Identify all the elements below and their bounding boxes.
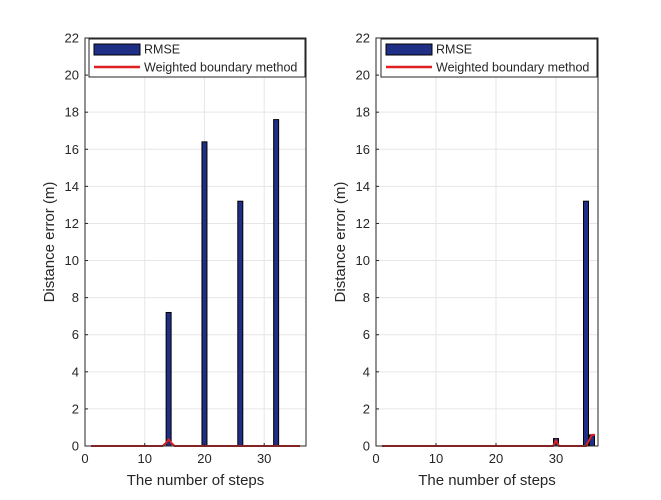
y-tick-label: 14 xyxy=(65,179,79,194)
x-tick-label: 20 xyxy=(197,451,211,466)
y-tick-label: 16 xyxy=(65,142,79,157)
y-tick-label: 22 xyxy=(65,31,79,46)
chart-panel-2: 0 2 4 6 8 10 12 14 16 18 20 22 0 10 20 30 The number of … xyxy=(332,31,599,489)
axes-box xyxy=(375,37,599,447)
y-tick-label: 20 xyxy=(65,68,79,83)
y-tick-label: 6 xyxy=(363,327,370,342)
y-tick-label: 6 xyxy=(72,327,79,342)
y-tick-label: 18 xyxy=(356,105,370,120)
bar-rmse-26 xyxy=(237,200,244,447)
x-tick-label: 0 xyxy=(372,451,379,466)
legend-swatch-rmse xyxy=(385,43,433,56)
y-tick-label: 22 xyxy=(356,31,370,46)
y-tick-label: 20 xyxy=(356,68,370,83)
legend-entry-label: RMSE xyxy=(436,43,472,57)
legend-entry-label: Weighted boundary method xyxy=(436,61,589,75)
x-tick-label: 20 xyxy=(489,451,503,466)
chart-panel-1: 0 2 4 6 8 10 12 14 16 18 20 22 0 10 20 30 The number of … xyxy=(41,31,307,489)
bar-rmse-20 xyxy=(201,141,208,447)
y-axis-label: Distance error (m) xyxy=(332,182,349,303)
x-tick-label: 30 xyxy=(257,451,271,466)
y-tick-label: 4 xyxy=(72,364,79,379)
x-axis-label: The number of steps xyxy=(418,472,556,489)
x-tick-label: 10 xyxy=(429,451,443,466)
y-tick-label: 8 xyxy=(72,290,79,305)
y-tick-label: 18 xyxy=(65,105,79,120)
y-tick-label: 2 xyxy=(72,401,79,416)
bar-rmse-14 xyxy=(165,311,172,447)
legend: RMSE Weighted boundary method xyxy=(380,38,598,78)
y-tick-label: 2 xyxy=(363,401,370,416)
bar-rmse-32 xyxy=(273,119,280,447)
legend: RMSE Weighted boundary method xyxy=(88,38,306,78)
x-tick-label: 30 xyxy=(549,451,563,466)
y-tick-label: 10 xyxy=(356,253,370,268)
bar-rmse-35 xyxy=(583,200,589,447)
y-tick-label: 0 xyxy=(72,439,79,454)
y-tick-label: 8 xyxy=(363,290,370,305)
plot-area xyxy=(376,38,598,446)
x-tick-label: 0 xyxy=(81,451,88,466)
plot-area xyxy=(85,38,306,446)
x-axis-label: The number of steps xyxy=(127,472,265,489)
axes-box xyxy=(84,37,307,447)
y-tick-label: 14 xyxy=(356,179,370,194)
y-tick-label: 12 xyxy=(65,216,79,231)
legend-swatch-rmse xyxy=(93,43,141,56)
y-tick-label: 4 xyxy=(363,364,370,379)
y-tick-label: 12 xyxy=(356,216,370,231)
legend-entry-label: RMSE xyxy=(144,43,180,57)
y-tick-label: 10 xyxy=(65,253,79,268)
legend-entry-label: Weighted boundary method xyxy=(144,61,297,75)
y-axis-label: Distance error (m) xyxy=(41,182,58,303)
y-tick-label: 16 xyxy=(356,142,370,157)
x-tick-label: 10 xyxy=(137,451,151,466)
y-tick-label: 0 xyxy=(363,439,370,454)
